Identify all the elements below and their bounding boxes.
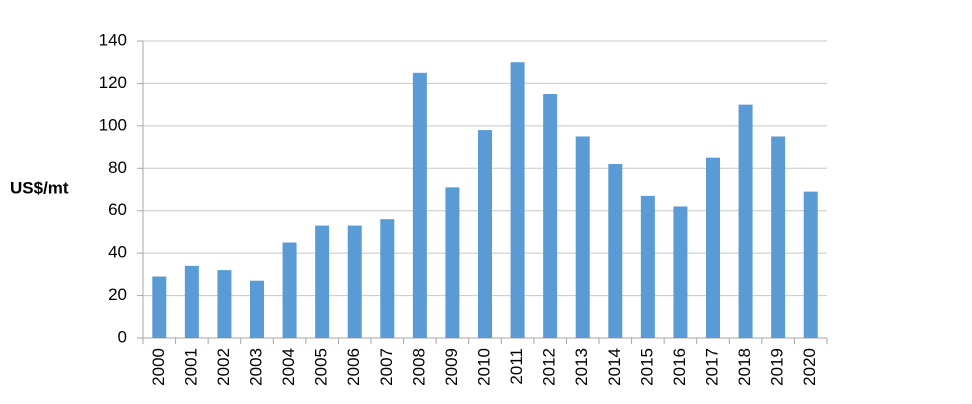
x-tick-label: 2020 xyxy=(800,348,819,386)
x-tick-label: 2019 xyxy=(768,348,787,386)
x-tick-label: 2004 xyxy=(279,348,298,386)
x-tick-label: 2003 xyxy=(246,348,265,386)
x-tick-label: 2000 xyxy=(149,348,168,386)
bar xyxy=(673,206,688,338)
bar xyxy=(315,225,330,338)
x-tick-label: 2015 xyxy=(637,348,656,386)
bar xyxy=(184,265,199,338)
bar xyxy=(152,276,167,338)
bar xyxy=(738,104,753,339)
bar xyxy=(217,270,232,338)
bar xyxy=(575,136,590,338)
y-tick-label: 20 xyxy=(108,285,127,304)
bar xyxy=(380,219,395,338)
x-tick-label: 2002 xyxy=(214,348,233,386)
x-tick-label: 2007 xyxy=(377,348,396,386)
y-tick-label: 40 xyxy=(108,243,127,262)
x-tick-label: 2005 xyxy=(312,348,331,386)
y-axis-label: US$/mt xyxy=(10,178,69,197)
bar xyxy=(250,280,264,338)
x-tick-label: 2014 xyxy=(605,348,624,386)
x-tick-label: 2010 xyxy=(474,348,493,386)
y-tick-label: 0 xyxy=(118,327,127,346)
x-tick-label: 2001 xyxy=(181,348,200,386)
x-tick-label: 2012 xyxy=(540,348,559,386)
bar xyxy=(347,225,362,338)
bar xyxy=(478,130,492,338)
bar xyxy=(282,242,297,338)
y-tick-label: 120 xyxy=(99,73,127,92)
bar xyxy=(445,187,460,338)
bar xyxy=(803,191,818,338)
bar xyxy=(608,164,623,338)
bar xyxy=(510,62,525,338)
bar xyxy=(412,72,427,339)
bar xyxy=(771,136,786,338)
y-tick-label: 100 xyxy=(99,115,127,134)
x-tick-label: 2008 xyxy=(409,348,428,386)
y-tick-label: 80 xyxy=(108,158,127,177)
x-tick-label: 2006 xyxy=(344,348,363,386)
x-tick-label: 2009 xyxy=(442,348,461,386)
x-tick-label: 2017 xyxy=(702,348,721,386)
x-tick-label: 2011 xyxy=(507,348,526,385)
y-tick-label: 140 xyxy=(99,30,127,49)
x-tick-label: 2016 xyxy=(670,348,689,386)
x-tick-label: 2013 xyxy=(572,348,591,386)
bar xyxy=(706,157,720,338)
x-tick-label: 2018 xyxy=(735,348,754,386)
y-tick-label: 60 xyxy=(108,200,127,219)
bar xyxy=(543,94,558,339)
bar xyxy=(640,195,655,338)
